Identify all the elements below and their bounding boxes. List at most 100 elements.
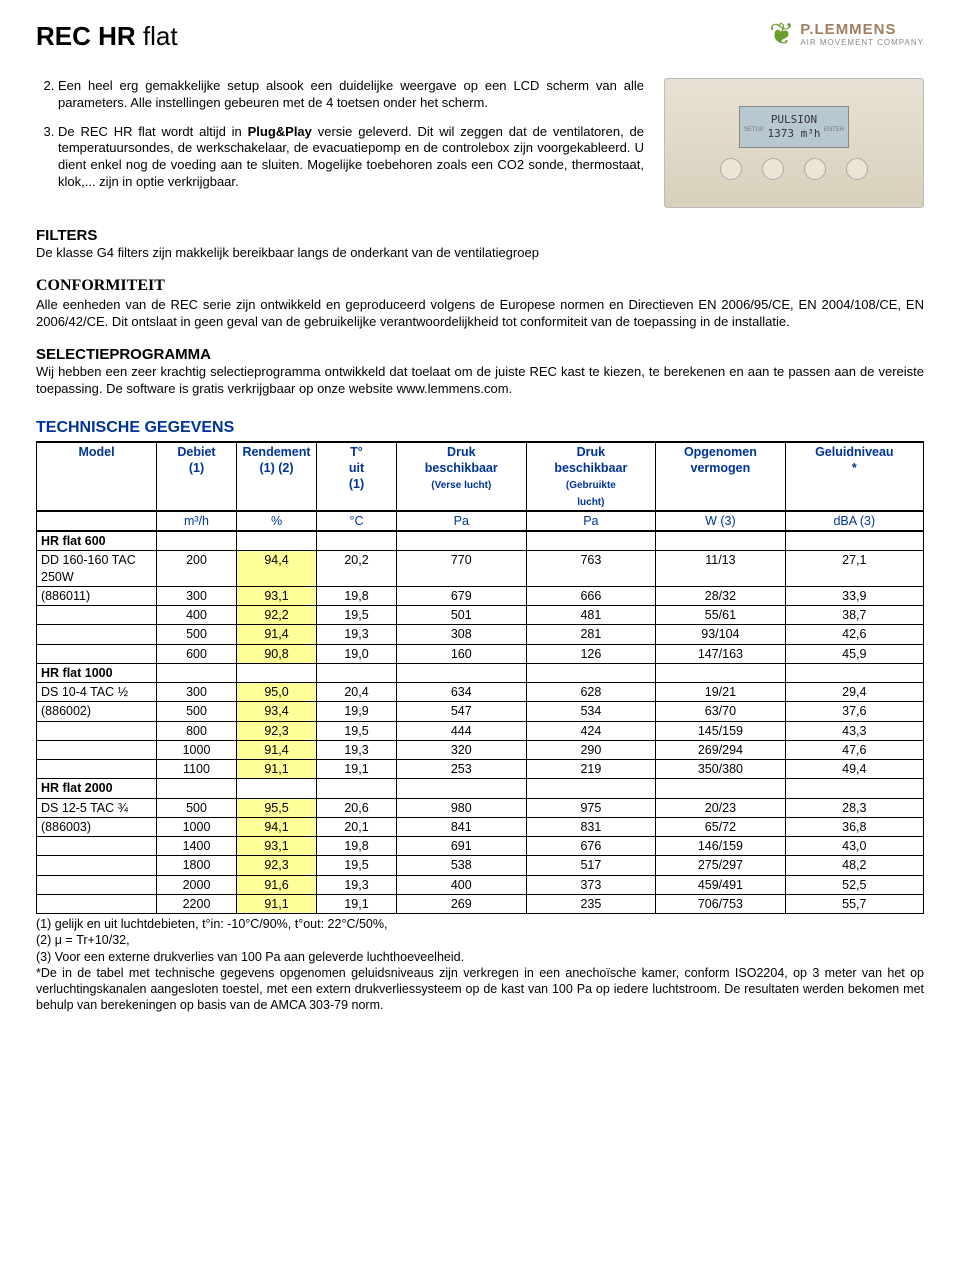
table-cell [37, 875, 157, 894]
empty-cell [317, 779, 397, 798]
title-bold: REC HR [36, 21, 136, 51]
intro-text: Een heel erg gemakkelijke setup alsook e… [36, 78, 644, 208]
lcd-line1: PULSION [771, 113, 817, 127]
table-cell: 19,5 [317, 721, 397, 740]
table-cell: 2000 [157, 875, 237, 894]
table-cell: 400 [157, 606, 237, 625]
table-cell: 43,0 [785, 837, 923, 856]
logo-brand: P.LEMMENS [800, 22, 924, 39]
table-cell: 48,2 [785, 856, 923, 875]
page-title: REC HR flat [36, 20, 178, 54]
table-cell: 534 [526, 702, 656, 721]
table-cell: 770 [397, 551, 527, 587]
th-vermogen: Opgenomenvermogen [656, 442, 786, 511]
device-button [762, 158, 784, 180]
table-cell: 36,8 [785, 817, 923, 836]
footnote-3: (3) Voor een externe drukverlies van 100… [36, 949, 924, 965]
table-cell: 19,1 [317, 894, 397, 913]
table-cell: DD 160-160 TAC 250W [37, 551, 157, 587]
table-row: DD 160-160 TAC 250W20094,420,277076311/1… [37, 551, 924, 587]
table-cell: 831 [526, 817, 656, 836]
th-druk-gebruikte: Drukbeschikbaar(Gebruiktelucht) [526, 442, 656, 511]
title-light: flat [136, 21, 178, 51]
table-cell: 235 [526, 894, 656, 913]
conformiteit-section: CONFORMITEIT Alle eenheden van de REC se… [36, 276, 924, 331]
device-button [804, 158, 826, 180]
table-cell: 28,3 [785, 798, 923, 817]
footnote-1: (1) gelijk en uit luchtdebieten, t°in: -… [36, 916, 924, 932]
filters-section: FILTERS De klasse G4 filters zijn makkel… [36, 226, 924, 262]
table-row: 140093,119,8691676146/15943,0 [37, 837, 924, 856]
table-cell [37, 721, 157, 740]
table-cell: 65/72 [656, 817, 786, 836]
table-cell [37, 837, 157, 856]
table-cell: 19,3 [317, 625, 397, 644]
conformiteit-title: CONFORMITEIT [36, 276, 924, 297]
table-cell: 19,5 [317, 856, 397, 875]
table-cell: DS 12-5 TAC ¾ [37, 798, 157, 817]
table-cell: 517 [526, 856, 656, 875]
table-cell: 19/21 [656, 683, 786, 702]
empty-cell [785, 663, 923, 682]
table-cell: 29,4 [785, 683, 923, 702]
table-cell: 1800 [157, 856, 237, 875]
th-model: Model [37, 442, 157, 511]
table-cell [37, 894, 157, 913]
table-cell: 43,3 [785, 721, 923, 740]
table-cell: DS 10-4 TAC ½ [37, 683, 157, 702]
table-cell: 300 [157, 683, 237, 702]
footnote-2: (2) μ = Tr+10/32, [36, 932, 924, 948]
unit-blank [37, 511, 157, 531]
table-cell [37, 760, 157, 779]
empty-cell [317, 531, 397, 551]
table-cell: 55/61 [656, 606, 786, 625]
table-cell: 706/753 [656, 894, 786, 913]
logo-tagline: AIR MOVEMENT COMPANY [800, 39, 924, 48]
table-cell: 459/491 [656, 875, 786, 894]
empty-cell [397, 663, 527, 682]
table-cell: 500 [157, 702, 237, 721]
th-geluid: Geluidniveau* [785, 442, 923, 511]
table-row: (886011)30093,119,867966628/3233,9 [37, 586, 924, 605]
table-cell: 33,9 [785, 586, 923, 605]
intro-item-2: Een heel erg gemakkelijke setup alsook e… [58, 78, 644, 112]
unit-druk2: Pa [526, 511, 656, 531]
table-cell: 20,1 [317, 817, 397, 836]
table-cell: 55,7 [785, 894, 923, 913]
table-cell: 400 [397, 875, 527, 894]
table-row: 100091,419,3320290269/29447,6 [37, 740, 924, 759]
table-cell: 93,4 [237, 702, 317, 721]
device-button-labels: SETUP↑↓ENTER [744, 127, 844, 135]
table-cell: 90,8 [237, 644, 317, 663]
table-row: 110091,119,1253219350/38049,4 [37, 760, 924, 779]
table-cell: 200 [157, 551, 237, 587]
table-cell: 146/159 [656, 837, 786, 856]
table-cell [37, 606, 157, 625]
empty-cell [317, 663, 397, 682]
th-druk-verse: Drukbeschikbaar(Verse lucht) [397, 442, 527, 511]
table-cell: 91,1 [237, 894, 317, 913]
table-cell: 91,6 [237, 875, 317, 894]
table-group-row: HR flat 1000 [37, 663, 924, 682]
table-row: (886003)100094,120,184183165/7236,8 [37, 817, 924, 836]
table-cell: 679 [397, 586, 527, 605]
table-cell: 20,6 [317, 798, 397, 817]
table-cell: 63/70 [656, 702, 786, 721]
group-name: HR flat 1000 [37, 663, 157, 682]
table-cell: 19,1 [317, 760, 397, 779]
table-cell: 94,4 [237, 551, 317, 587]
table-cell: 91,4 [237, 625, 317, 644]
table-cell: 47,6 [785, 740, 923, 759]
empty-cell [785, 779, 923, 798]
table-row: 50091,419,330828193/10442,6 [37, 625, 924, 644]
table-cell: 538 [397, 856, 527, 875]
table-cell: 975 [526, 798, 656, 817]
selectie-title: SELECTIEPROGRAMMA [36, 345, 924, 365]
unit-debiet: m³/h [157, 511, 237, 531]
table-cell: 219 [526, 760, 656, 779]
table-row: DS 10-4 TAC ½30095,020,463462819/2129,4 [37, 683, 924, 702]
unit-geluid: dBA (3) [785, 511, 923, 531]
table-cell: 19,8 [317, 586, 397, 605]
table-cell: 91,1 [237, 760, 317, 779]
table-cell: 37,6 [785, 702, 923, 721]
